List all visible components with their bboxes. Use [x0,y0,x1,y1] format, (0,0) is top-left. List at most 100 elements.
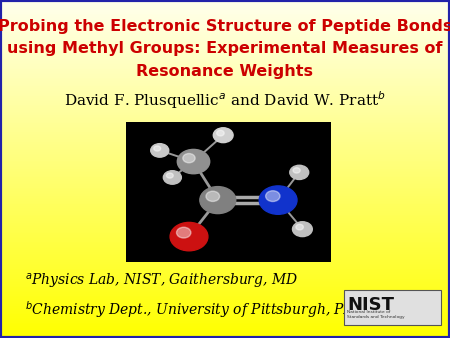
Bar [0,137,450,139]
Bar [0,237,450,238]
Bar [0,145,450,147]
Bar [0,130,450,132]
Circle shape [151,144,169,157]
Bar [0,333,450,335]
Bar [0,71,450,73]
Bar [0,95,450,96]
Circle shape [272,196,291,210]
Bar [0,79,450,81]
Bar [0,66,450,68]
Bar [0,324,450,326]
Bar [0,240,450,242]
Bar [0,189,450,191]
Bar [0,309,450,311]
Bar [0,318,450,319]
Bar [0,319,450,321]
Bar [0,110,450,112]
Bar [0,3,450,5]
Bar [0,203,450,204]
Bar [0,260,450,262]
Circle shape [157,148,166,155]
Text: using Methyl Groups: Experimental Measures of: using Methyl Groups: Experimental Measur… [7,41,443,56]
Circle shape [200,187,236,214]
Bar [0,32,450,34]
Bar [0,186,450,188]
Bar [0,274,450,275]
Bar [0,308,450,309]
Circle shape [292,222,312,237]
Bar [126,122,331,262]
Bar [0,90,450,91]
Bar [0,5,450,7]
Bar [0,57,450,59]
Bar [0,303,450,304]
Bar [0,204,450,206]
Circle shape [177,149,210,174]
Circle shape [166,173,173,178]
Bar [0,84,450,86]
Circle shape [293,168,300,173]
Bar [0,25,450,27]
Circle shape [259,186,297,214]
Bar [0,47,450,49]
Bar [0,27,450,29]
Bar [0,52,450,54]
Bar [0,281,450,282]
Circle shape [220,133,230,140]
Bar [0,247,450,248]
Bar [0,123,450,125]
Bar [0,49,450,51]
Bar [0,37,450,39]
Bar [0,103,450,105]
Bar [0,74,450,76]
Bar [0,167,450,169]
Bar [0,125,450,127]
Bar [0,335,450,336]
Bar [0,139,450,140]
Circle shape [176,227,191,238]
Bar [0,135,450,137]
Bar [0,269,450,270]
Bar [0,132,450,134]
Bar [0,196,450,198]
Bar [0,213,450,215]
Bar [0,299,450,301]
Bar [0,64,450,66]
Bar [0,105,450,106]
Bar [0,291,450,292]
Bar [0,188,450,189]
Bar [0,134,450,135]
Circle shape [163,171,181,184]
Bar [0,218,450,220]
Bar [0,301,450,303]
Text: Probing the Electronic Structure of Peptide Bonds: Probing the Electronic Structure of Pept… [0,19,450,33]
Bar [0,264,450,265]
Bar [0,115,450,117]
Bar [0,96,450,98]
Bar [0,56,450,57]
Bar [0,292,450,294]
Bar [0,262,450,264]
Text: NIST: NIST [347,296,394,314]
Bar [0,206,450,208]
Circle shape [170,175,179,182]
Bar [0,259,450,260]
Bar [0,15,450,17]
Bar [0,2,450,3]
Bar [0,172,450,174]
Bar [0,122,450,123]
Bar [0,238,450,240]
Bar [0,220,450,221]
Bar [0,294,450,296]
Bar [0,211,450,213]
Bar [0,257,450,259]
Bar [0,93,450,95]
Bar [0,323,450,324]
Text: Resonance Weights: Resonance Weights [136,64,314,79]
Bar [0,232,450,233]
Bar [0,252,450,254]
Circle shape [154,146,161,151]
Bar [0,215,450,216]
Bar [0,24,450,25]
Bar [0,297,450,299]
